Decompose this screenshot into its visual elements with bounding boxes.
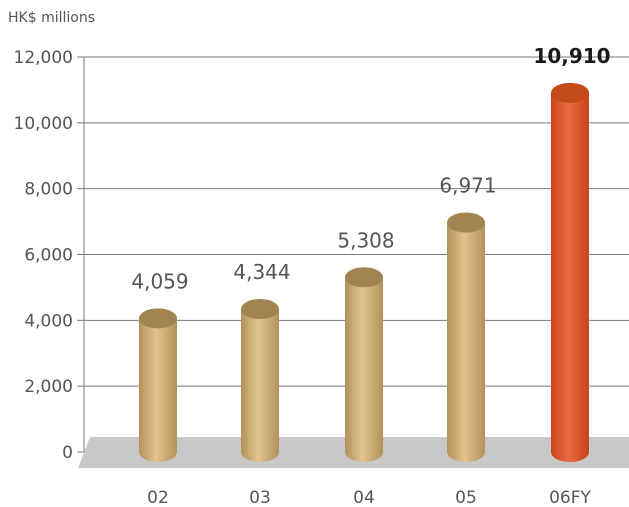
data-label: 6,971 <box>439 174 496 198</box>
y-tick-label: 10,000 <box>14 114 73 134</box>
bar-body <box>551 92 589 453</box>
y-tick-label: 4,000 <box>24 311 73 331</box>
y-axis-unit-label: HK$ millions <box>8 10 95 26</box>
bar-base <box>139 442 177 462</box>
y-tick-label: 12,000 <box>14 48 73 68</box>
y-tick-label: 0 <box>62 443 73 463</box>
data-label: 4,059 <box>131 269 188 293</box>
bar-04 <box>345 267 383 462</box>
bar-cap <box>139 308 177 329</box>
bar-cap <box>551 82 589 103</box>
x-tick-label: 04 <box>353 488 375 507</box>
y-tick-label: 6,000 <box>24 246 73 266</box>
bar-body <box>139 318 177 452</box>
bar-03 <box>241 299 279 462</box>
bar-body <box>241 309 279 452</box>
bar-02 <box>139 308 177 462</box>
bar-cap <box>345 267 383 288</box>
bar-base <box>551 442 589 462</box>
x-tick-label: 02 <box>147 488 169 507</box>
bar-base <box>241 442 279 462</box>
bar-cap <box>447 212 485 233</box>
bar-base <box>447 442 485 462</box>
bar-cap <box>241 299 279 320</box>
y-tick-label: 8,000 <box>24 180 73 200</box>
bar-06FY <box>551 82 589 462</box>
data-label: 5,308 <box>337 228 394 252</box>
bar-body <box>345 277 383 452</box>
y-tick-label: 2,000 <box>24 377 73 397</box>
bar-body <box>447 222 485 452</box>
bar-05 <box>447 212 485 462</box>
x-tick-label: 03 <box>249 488 271 507</box>
data-label: 4,344 <box>233 260 290 284</box>
x-tick-label: 06FY <box>549 488 591 507</box>
data-label: 10,910 <box>533 44 610 68</box>
bar-base <box>345 442 383 462</box>
x-tick-label: 05 <box>455 488 477 507</box>
